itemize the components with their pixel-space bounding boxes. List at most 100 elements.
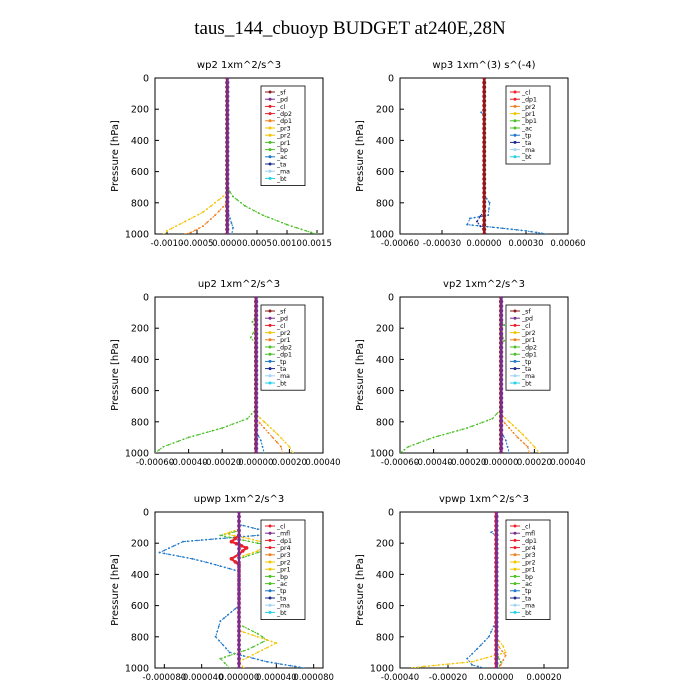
series-marker bbox=[237, 537, 241, 542]
series-marker bbox=[499, 432, 504, 437]
series-marker bbox=[254, 341, 259, 345]
series-marker bbox=[237, 620, 241, 624]
series-marker bbox=[482, 158, 487, 163]
legend-entry: _ta bbox=[276, 161, 287, 168]
series-marker bbox=[256, 635, 259, 638]
series-marker bbox=[186, 540, 189, 543]
series-marker bbox=[219, 537, 222, 540]
series-marker bbox=[237, 597, 241, 601]
series-marker bbox=[254, 331, 259, 336]
y-axis-label: Pressure [hPa] bbox=[355, 554, 366, 626]
series-marker bbox=[494, 624, 499, 629]
series-marker bbox=[253, 209, 255, 212]
y-axis-label: Pressure [hPa] bbox=[110, 120, 121, 192]
series-marker bbox=[254, 451, 259, 453]
series-marker bbox=[254, 446, 259, 451]
series-marker bbox=[529, 441, 532, 444]
legend-box bbox=[505, 304, 551, 391]
series-marker bbox=[254, 322, 259, 327]
series-marker bbox=[482, 131, 487, 135]
legend-entry: _pr2 bbox=[276, 559, 291, 566]
series-marker bbox=[432, 664, 435, 667]
series-marker bbox=[482, 209, 487, 213]
series-marker bbox=[482, 80, 487, 85]
series-marker bbox=[254, 336, 259, 341]
legend: _sf_pd_cl_dp2_dp1_pr3_pr2_pr1_bp_ac_ta_m… bbox=[260, 85, 306, 186]
legend-entry: _dp1 bbox=[521, 538, 537, 545]
series-marker bbox=[182, 556, 184, 558]
series-marker bbox=[206, 208, 208, 210]
series-line-yellow bbox=[411, 512, 507, 668]
series-marker bbox=[232, 226, 234, 229]
legend-marker bbox=[268, 567, 272, 571]
series-marker bbox=[490, 531, 493, 534]
series-marker bbox=[256, 658, 259, 661]
series-marker bbox=[187, 436, 190, 439]
series-marker bbox=[228, 531, 231, 534]
legend-entry: _pr1 bbox=[276, 140, 291, 147]
legend-entry: _pr4 bbox=[276, 545, 291, 552]
series-marker bbox=[254, 368, 259, 373]
y-tick-label: 800 bbox=[376, 417, 394, 428]
series-marker bbox=[476, 224, 479, 227]
series-marker bbox=[482, 89, 487, 94]
series-marker bbox=[275, 642, 278, 644]
series-marker bbox=[284, 663, 287, 666]
series-marker bbox=[218, 639, 221, 642]
legend-marker bbox=[513, 345, 517, 349]
y-tick-label: 1000 bbox=[125, 449, 149, 460]
series-marker bbox=[237, 542, 241, 546]
legend-marker bbox=[513, 531, 517, 535]
series-marker bbox=[300, 228, 303, 231]
series-marker bbox=[482, 167, 487, 172]
series-marker bbox=[490, 630, 493, 633]
series-marker bbox=[280, 437, 283, 440]
panel-title: wp2 1xm^2/s^3 bbox=[197, 60, 281, 71]
series-marker bbox=[400, 452, 401, 453]
series-marker bbox=[494, 647, 499, 652]
series-marker bbox=[177, 440, 180, 443]
series-marker bbox=[224, 535, 226, 538]
x-tick-label: -0.00020 bbox=[203, 458, 241, 468]
legend-marker bbox=[268, 538, 272, 542]
series-marker bbox=[256, 651, 259, 654]
x-tick-label: -0.00020 bbox=[429, 673, 467, 683]
series-marker bbox=[263, 420, 266, 423]
series-marker bbox=[261, 649, 264, 651]
series-marker bbox=[237, 514, 241, 519]
series-marker bbox=[525, 229, 527, 232]
series-marker bbox=[499, 350, 504, 354]
y-tick-label: 400 bbox=[376, 355, 394, 366]
legend-marker bbox=[268, 331, 272, 335]
legend-entry: _ta bbox=[521, 140, 532, 147]
series-marker bbox=[482, 200, 487, 204]
legend-entry: _ma bbox=[521, 373, 535, 380]
y-tick-label: 0 bbox=[143, 293, 149, 304]
series-marker bbox=[520, 439, 522, 442]
legend-marker bbox=[513, 352, 517, 356]
x-tick-label: -0.00060 bbox=[136, 458, 174, 468]
legend-marker bbox=[513, 104, 517, 108]
legend-marker bbox=[268, 367, 272, 371]
panel-4: vp2 1xm^2/s^3 Pressure [hPa] 0 200 400 600 800… bbox=[355, 279, 586, 468]
series-marker bbox=[229, 539, 234, 544]
series-marker bbox=[499, 652, 502, 655]
legend-entry: _ta bbox=[521, 366, 532, 373]
series-marker bbox=[502, 659, 505, 662]
series-marker bbox=[499, 318, 504, 322]
series-marker bbox=[475, 648, 478, 651]
series-marker bbox=[233, 653, 236, 655]
series-marker bbox=[172, 545, 175, 547]
series-marker bbox=[254, 304, 259, 308]
series-marker bbox=[244, 205, 246, 207]
series-marker bbox=[494, 519, 499, 523]
series-marker bbox=[228, 654, 231, 657]
series-marker bbox=[466, 657, 469, 660]
series-marker bbox=[275, 441, 278, 443]
series-marker bbox=[442, 663, 445, 666]
series-marker bbox=[511, 424, 514, 426]
series-marker bbox=[254, 414, 259, 419]
plot-frame bbox=[399, 296, 569, 454]
y-tick-label: 800 bbox=[131, 632, 149, 643]
legend-entry: _cl bbox=[276, 104, 285, 111]
